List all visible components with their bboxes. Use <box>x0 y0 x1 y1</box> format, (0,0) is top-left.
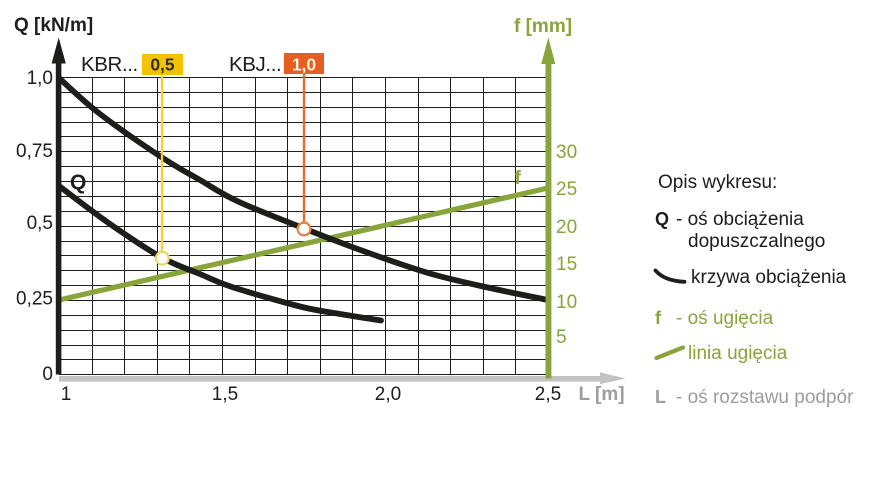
svg-text:dopuszczalnego: dopuszczalnego <box>688 231 825 252</box>
svg-text:f: f <box>655 308 662 328</box>
svg-text:15: 15 <box>556 254 577 275</box>
svg-text:- oś rozstawu podpór: - oś rozstawu podpór <box>676 387 854 408</box>
svg-text:0: 0 <box>42 364 53 385</box>
svg-text:1: 1 <box>61 384 72 405</box>
svg-text:- oś ugięcia: - oś ugięcia <box>676 308 774 329</box>
svg-text:1,0: 1,0 <box>292 55 317 75</box>
svg-text:0,25: 0,25 <box>16 289 53 310</box>
svg-text:1,5: 1,5 <box>212 384 238 405</box>
svg-text:2,0: 2,0 <box>375 384 401 405</box>
svg-text:Q: Q <box>70 171 86 194</box>
svg-text:L [m]: L [m] <box>579 384 625 405</box>
svg-text:krzywa obciążenia: krzywa obciążenia <box>691 267 847 288</box>
svg-text:KBJ...: KBJ... <box>229 53 281 76</box>
svg-text:f [mm]: f [mm] <box>514 16 572 37</box>
svg-text:L: L <box>655 387 666 407</box>
svg-text:0,5: 0,5 <box>27 213 53 234</box>
svg-text:- oś obciążenia: - oś obciążenia <box>676 209 804 230</box>
svg-text:0,5: 0,5 <box>150 55 175 75</box>
svg-text:10: 10 <box>556 292 577 313</box>
svg-text:30: 30 <box>556 142 577 163</box>
svg-text:KBR...: KBR... <box>81 53 138 76</box>
svg-text:Q: Q <box>655 209 669 229</box>
svg-text:2,5: 2,5 <box>535 384 561 405</box>
svg-text:Q [kN/m]: Q [kN/m] <box>14 15 93 36</box>
svg-text:0,75: 0,75 <box>16 141 53 162</box>
svg-text:f: f <box>515 168 522 189</box>
svg-text:25: 25 <box>556 179 577 200</box>
svg-text:20: 20 <box>556 217 577 238</box>
svg-text:linia ugięcia: linia ugięcia <box>688 343 788 364</box>
svg-text:Opis wykresu:: Opis wykresu: <box>658 172 777 193</box>
svg-text:5: 5 <box>556 327 567 348</box>
svg-text:1,0: 1,0 <box>27 68 53 89</box>
